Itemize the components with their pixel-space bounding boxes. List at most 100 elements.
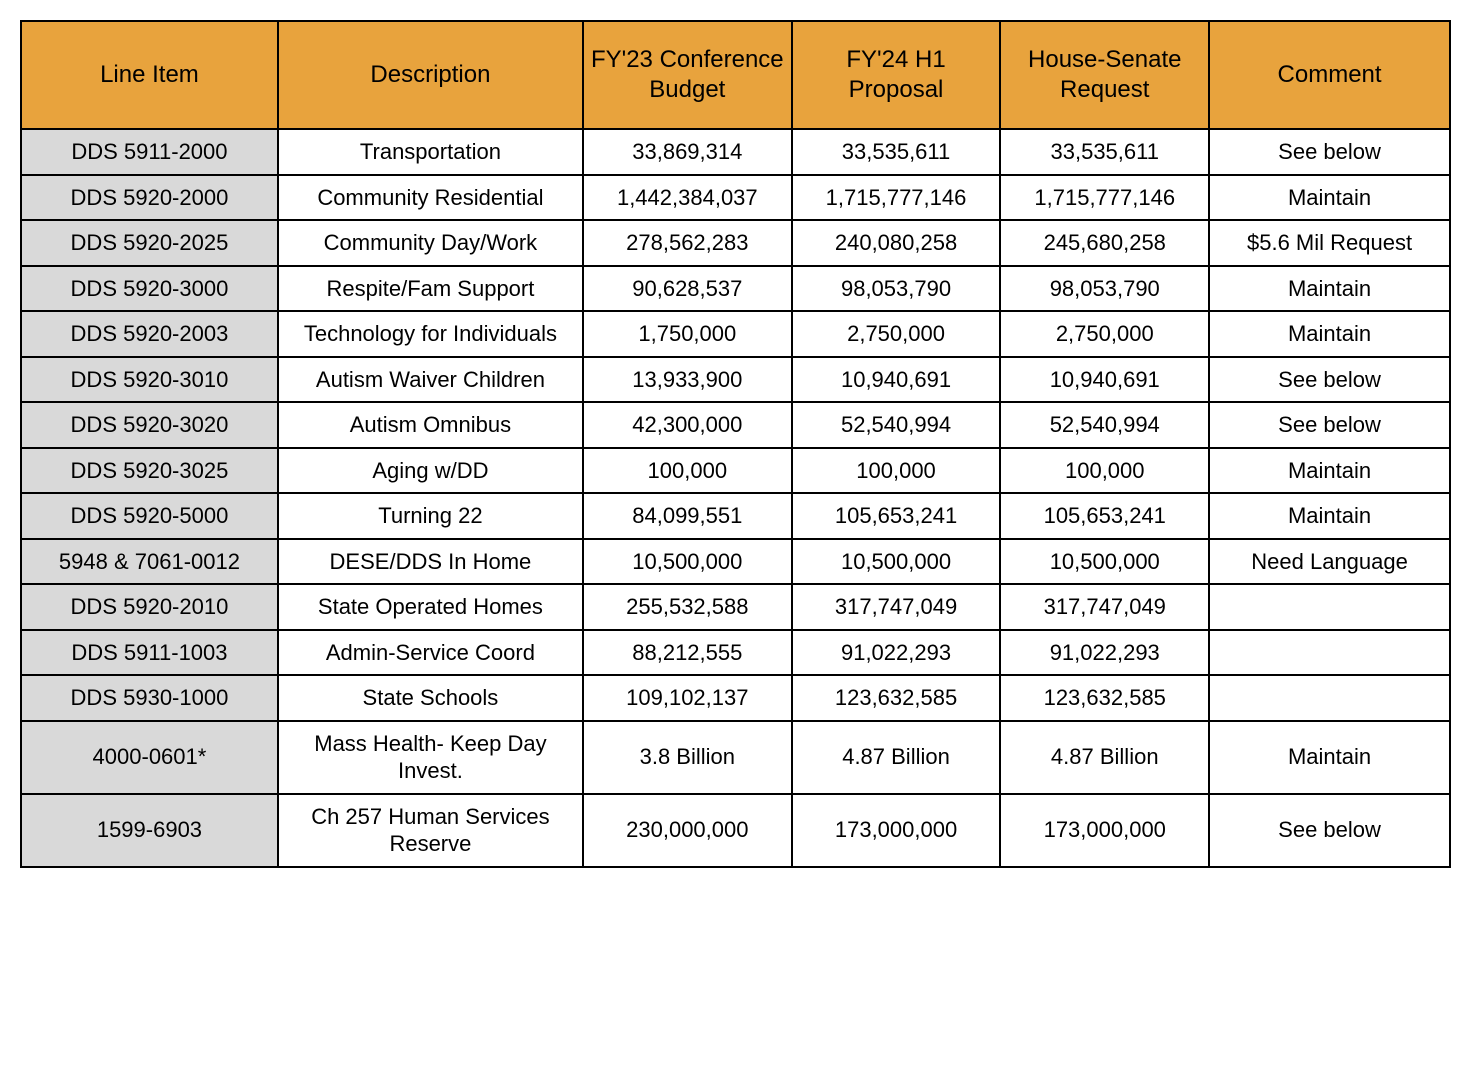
cell-comment: Maintain	[1209, 493, 1450, 539]
cell-description: State Operated Homes	[278, 584, 583, 630]
cell-line-item: DDS 5920-2010	[21, 584, 278, 630]
cell-fy24: 173,000,000	[792, 794, 1001, 867]
cell-hsr: 245,680,258	[1000, 220, 1209, 266]
cell-line-item: DDS 5920-5000	[21, 493, 278, 539]
budget-table: Line Item Description FY'23 Conference B…	[20, 20, 1451, 868]
cell-description: Transportation	[278, 129, 583, 175]
col-header-comment: Comment	[1209, 21, 1450, 129]
cell-fy23: 84,099,551	[583, 493, 792, 539]
cell-comment	[1209, 630, 1450, 676]
cell-line-item: DDS 5920-3025	[21, 448, 278, 494]
cell-fy24: 10,500,000	[792, 539, 1001, 585]
table-header: Line Item Description FY'23 Conference B…	[21, 21, 1450, 129]
table-row: DDS 5920-3000Respite/Fam Support90,628,5…	[21, 266, 1450, 312]
cell-fy23: 278,562,283	[583, 220, 792, 266]
cell-comment: Maintain	[1209, 448, 1450, 494]
table-row: DDS 5920-2003Technology for Individuals1…	[21, 311, 1450, 357]
cell-line-item: DDS 5930-1000	[21, 675, 278, 721]
cell-line-item: DDS 5920-2025	[21, 220, 278, 266]
table-row: 4000-0601*Mass Health- Keep Day Invest.3…	[21, 721, 1450, 794]
col-header-description: Description	[278, 21, 583, 129]
cell-description: Autism Waiver Children	[278, 357, 583, 403]
cell-comment	[1209, 584, 1450, 630]
cell-hsr: 1,715,777,146	[1000, 175, 1209, 221]
cell-line-item: DDS 5911-1003	[21, 630, 278, 676]
cell-hsr: 91,022,293	[1000, 630, 1209, 676]
table-row: DDS 5920-2025Community Day/Work278,562,2…	[21, 220, 1450, 266]
cell-description: Autism Omnibus	[278, 402, 583, 448]
cell-fy24: 33,535,611	[792, 129, 1001, 175]
cell-description: Ch 257 Human Services Reserve	[278, 794, 583, 867]
cell-fy24: 91,022,293	[792, 630, 1001, 676]
table-row: DDS 5920-3010Autism Waiver Children13,93…	[21, 357, 1450, 403]
table-row: DDS 5920-3025Aging w/DD100,000100,000100…	[21, 448, 1450, 494]
cell-fy23: 42,300,000	[583, 402, 792, 448]
cell-hsr: 100,000	[1000, 448, 1209, 494]
cell-fy23: 88,212,555	[583, 630, 792, 676]
cell-fy23: 33,869,314	[583, 129, 792, 175]
table-row: DDS 5920-5000Turning 2284,099,551 105,653…	[21, 493, 1450, 539]
cell-fy24: 2,750,000	[792, 311, 1001, 357]
cell-fy23: 100,000	[583, 448, 792, 494]
cell-fy23: 3.8 Billion	[583, 721, 792, 794]
cell-description: Mass Health- Keep Day Invest.	[278, 721, 583, 794]
cell-comment: See below	[1209, 402, 1450, 448]
cell-line-item: DDS 5920-3020	[21, 402, 278, 448]
cell-fy23: 90,628,537	[583, 266, 792, 312]
cell-fy24: 98,053,790	[792, 266, 1001, 312]
col-header-line-item: Line Item	[21, 21, 278, 129]
cell-comment: Need Language	[1209, 539, 1450, 585]
cell-description: Community Day/Work	[278, 220, 583, 266]
cell-fy23: 10,500,000	[583, 539, 792, 585]
cell-description: Aging w/DD	[278, 448, 583, 494]
cell-fy24: 52,540,994	[792, 402, 1001, 448]
cell-hsr: 98,053,790	[1000, 266, 1209, 312]
cell-fy24: 1,715,777,146	[792, 175, 1001, 221]
cell-fy23: 13,933,900	[583, 357, 792, 403]
cell-hsr: 52,540,994	[1000, 402, 1209, 448]
cell-line-item: DDS 5920-3000	[21, 266, 278, 312]
cell-fy24: 4.87 Billion	[792, 721, 1001, 794]
cell-description: Technology for Individuals	[278, 311, 583, 357]
table-row: DDS 5920-3020Autism Omnibus42,300,00052,…	[21, 402, 1450, 448]
table-row: DDS 5920-2010State Operated Homes255,532…	[21, 584, 1450, 630]
cell-comment: Maintain	[1209, 266, 1450, 312]
cell-comment: Maintain	[1209, 721, 1450, 794]
cell-hsr: 173,000,000	[1000, 794, 1209, 867]
cell-hsr: 10,940,691	[1000, 357, 1209, 403]
cell-fy24: 123,632,585	[792, 675, 1001, 721]
cell-line-item: DDS 5920-2000	[21, 175, 278, 221]
cell-fy24: 10,940,691	[792, 357, 1001, 403]
cell-line-item: 4000-0601*	[21, 721, 278, 794]
cell-fy23: 230,000,000	[583, 794, 792, 867]
cell-description: Admin-Service Coord	[278, 630, 583, 676]
table-row: 5948 & 7061-0012DESE/DDS In Home10,500,0…	[21, 539, 1450, 585]
cell-fy24: 100,000	[792, 448, 1001, 494]
table-body: DDS 5911-2000Transportation33,869,31433,…	[21, 129, 1450, 867]
cell-description: Turning 22	[278, 493, 583, 539]
cell-comment: See below	[1209, 129, 1450, 175]
cell-comment: See below	[1209, 794, 1450, 867]
cell-hsr: 33,535,611	[1000, 129, 1209, 175]
cell-fy24: 240,080,258	[792, 220, 1001, 266]
cell-hsr: 123,632,585	[1000, 675, 1209, 721]
cell-line-item: DDS 5911-2000	[21, 129, 278, 175]
col-header-fy23: FY'23 Conference Budget	[583, 21, 792, 129]
cell-description: Community Residential	[278, 175, 583, 221]
cell-fy23: 1,750,000	[583, 311, 792, 357]
cell-fy23: 109,102,137	[583, 675, 792, 721]
table-row: 1599-6903Ch 257 Human Services Reserve23…	[21, 794, 1450, 867]
cell-comment: Maintain	[1209, 311, 1450, 357]
cell-comment: $5.6 Mil Request	[1209, 220, 1450, 266]
cell-hsr: 10,500,000	[1000, 539, 1209, 585]
cell-fy24: 317,747,049	[792, 584, 1001, 630]
cell-hsr: 105,653,241	[1000, 493, 1209, 539]
cell-description: Respite/Fam Support	[278, 266, 583, 312]
cell-fy23: 255,532,588	[583, 584, 792, 630]
table-row: DDS 5920-2000Community Residential1,442,…	[21, 175, 1450, 221]
cell-line-item: 5948 & 7061-0012	[21, 539, 278, 585]
cell-hsr: 317,747,049	[1000, 584, 1209, 630]
cell-description: DESE/DDS In Home	[278, 539, 583, 585]
cell-hsr: 4.87 Billion	[1000, 721, 1209, 794]
cell-comment: Maintain	[1209, 175, 1450, 221]
